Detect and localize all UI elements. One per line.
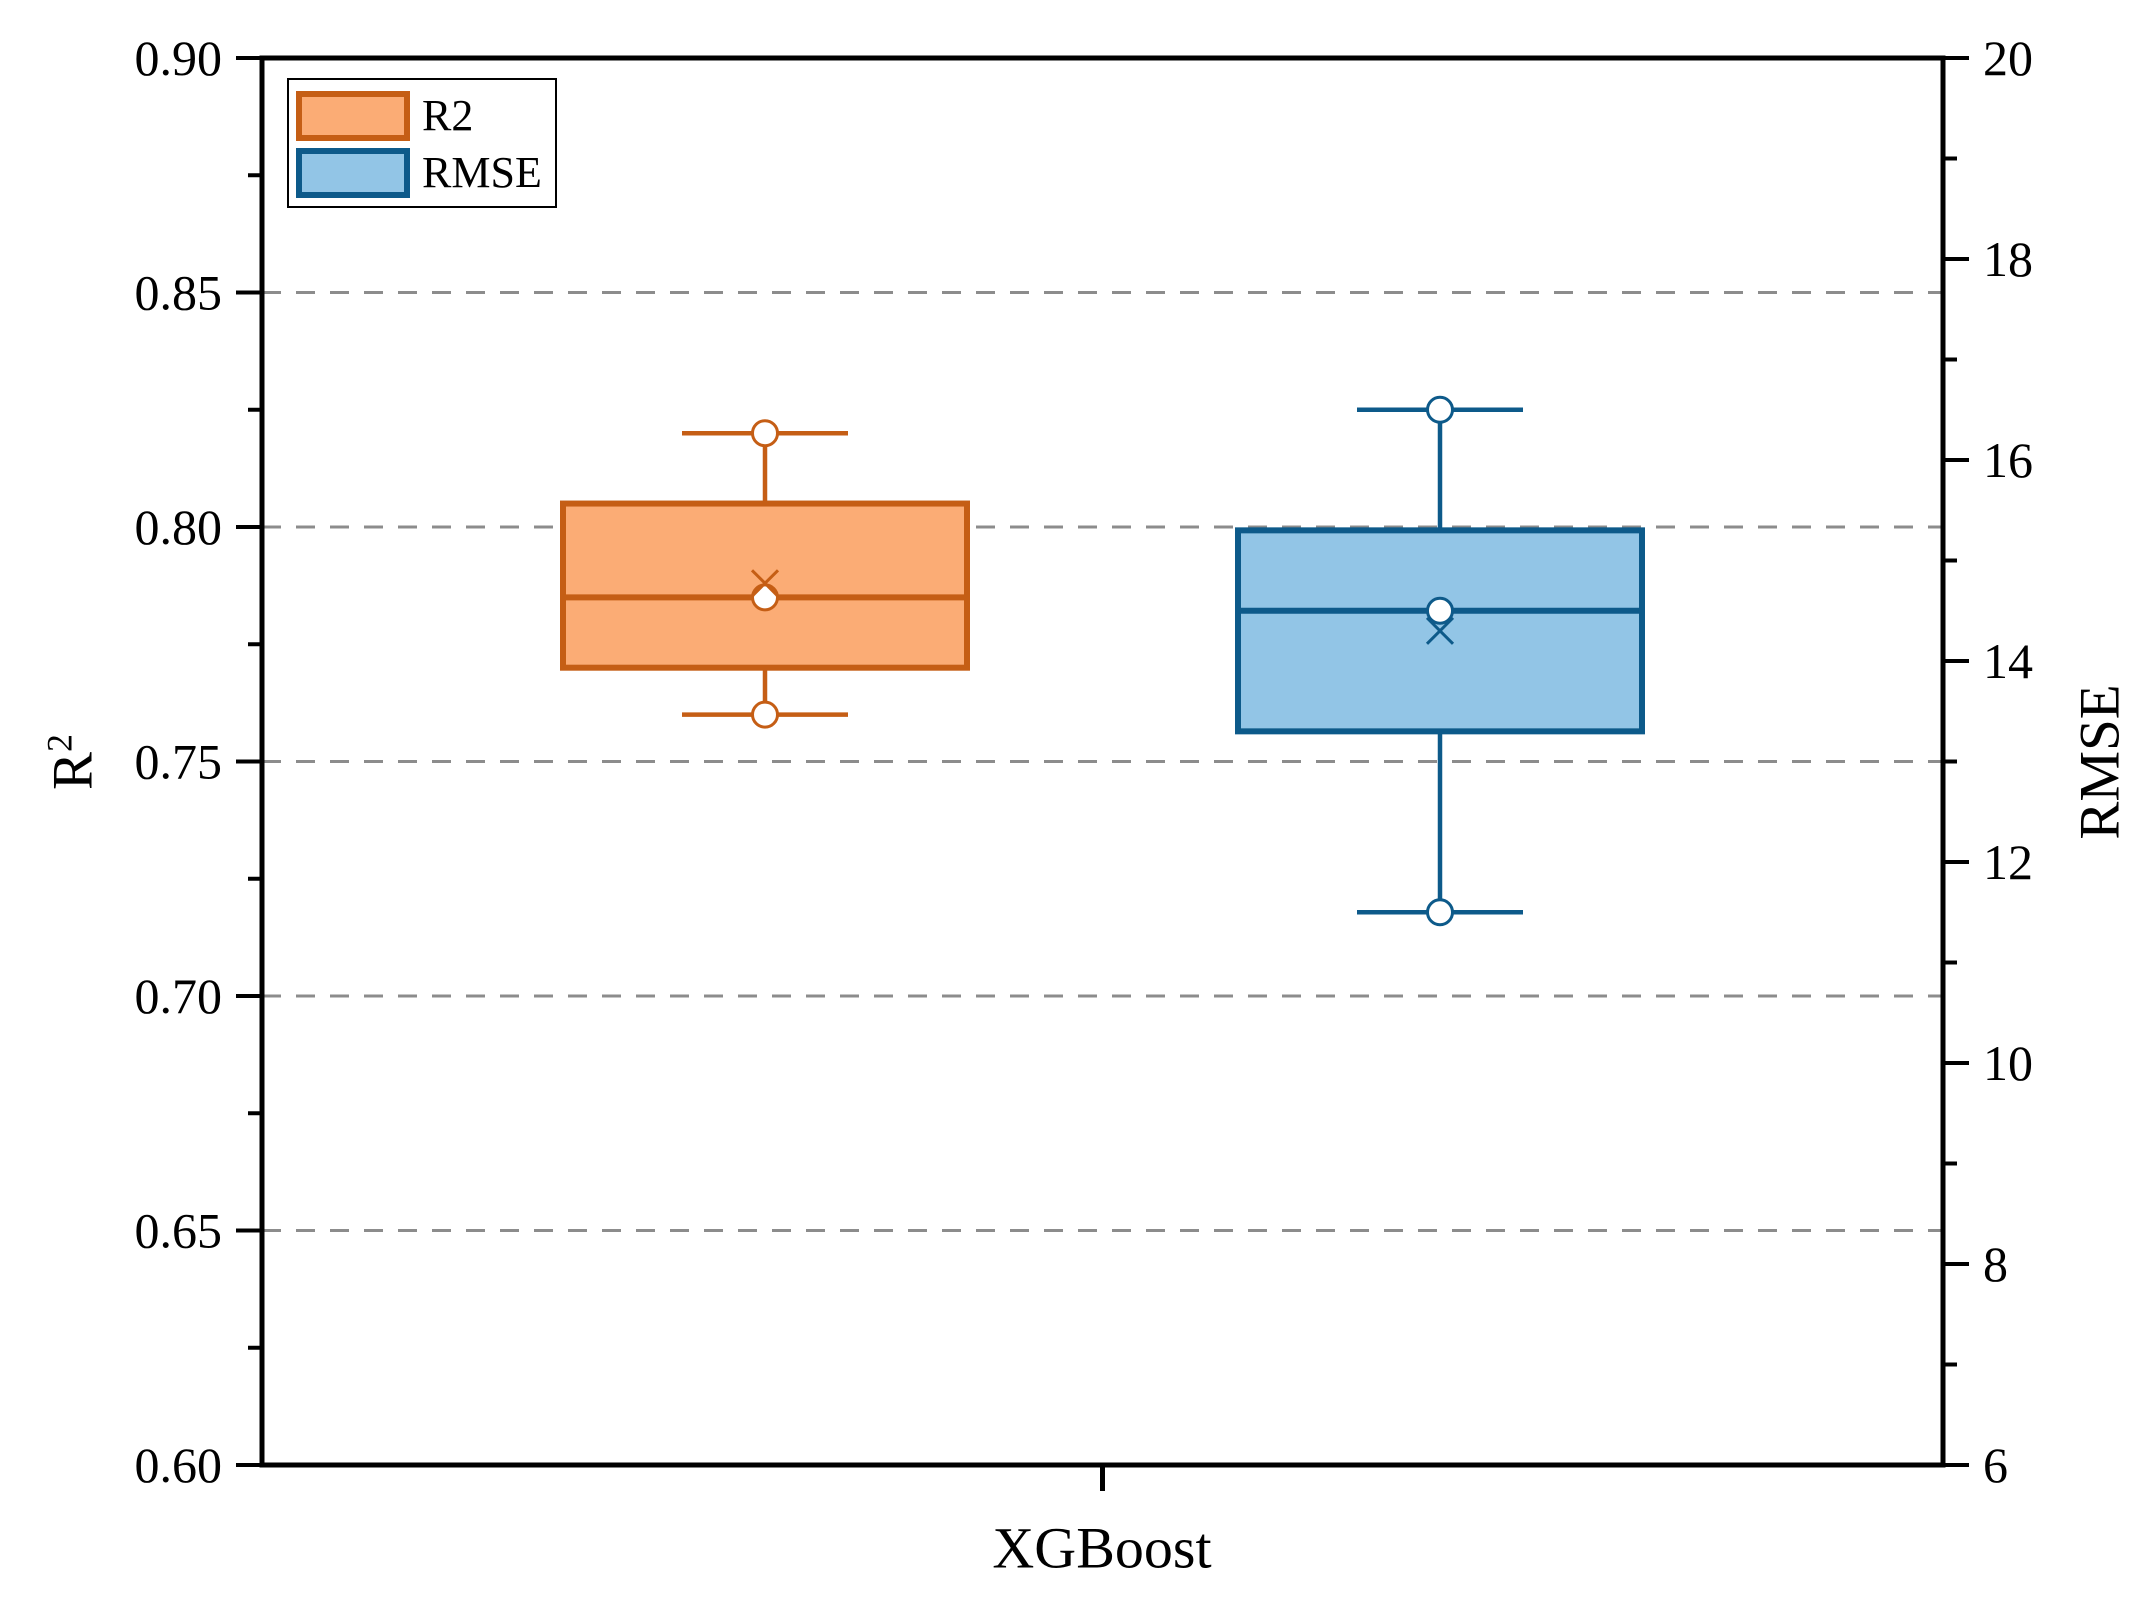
left-tick-label: 0.60 (135, 1437, 223, 1493)
mean-x-marker (1425, 616, 1455, 645)
left-tick-label: 0.80 (135, 499, 223, 555)
x-axis-title: XGBoost (992, 1515, 1212, 1581)
left-axis-title-sup: 2 (39, 733, 80, 752)
box-series-rmse (1235, 395, 1645, 927)
left-axis-title: R2 (39, 734, 106, 790)
right-tick-label: 10 (1983, 1035, 2033, 1091)
legend-swatch-r2 (296, 90, 410, 141)
right-tick-label: 8 (1983, 1236, 2008, 1292)
left-axis-title-base: R (41, 751, 105, 791)
data-point-marker (1426, 596, 1454, 625)
right-tick-label: 18 (1983, 231, 2033, 287)
data-point-marker (1426, 395, 1454, 424)
right-axis: 20 18 16 14 12 10 8 6 (1943, 30, 2033, 1493)
left-tick-label: 0.65 (135, 1203, 223, 1259)
left-tick-label: 0.70 (135, 968, 223, 1024)
right-tick-label: 16 (1983, 432, 2033, 488)
legend-item-r2: R2 (296, 87, 555, 144)
right-tick-label: 12 (1983, 834, 2033, 890)
box-series-r2 (560, 419, 970, 729)
data-point-marker (1426, 898, 1454, 927)
legend: R2 RMSE (287, 78, 557, 208)
legend-label-rmse: RMSE (422, 147, 542, 197)
data-point-marker (751, 583, 779, 612)
left-tick-label: 0.90 (135, 30, 223, 86)
legend-item-rmse: RMSE (296, 144, 555, 201)
right-tick-label: 14 (1983, 633, 2033, 689)
right-tick-label: 6 (1983, 1437, 2008, 1493)
right-tick-label: 20 (1983, 30, 2033, 86)
left-tick-label: 0.75 (135, 734, 223, 790)
data-point-marker (751, 419, 779, 448)
legend-swatch-rmse (296, 147, 410, 198)
mean-x-marker (750, 569, 780, 598)
left-tick-label: 0.85 (135, 265, 223, 321)
data-point-marker (751, 700, 779, 729)
right-axis-title: RMSE (2068, 684, 2132, 840)
gridlines (262, 291, 1943, 1232)
legend-label-r2: R2 (422, 90, 474, 140)
left-axis: 0.90 0.85 0.80 0.75 0.70 0.65 0.60 (135, 30, 262, 1493)
